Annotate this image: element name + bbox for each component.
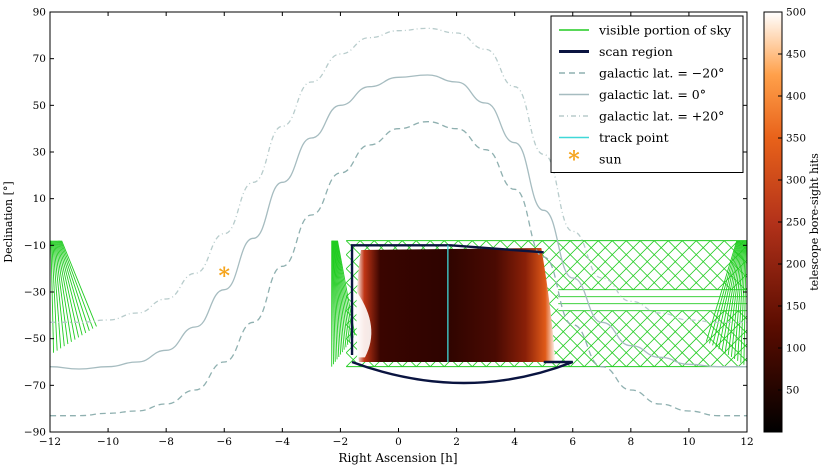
series-line-1 [50,74,747,370]
x-tick-label: −8 [158,436,173,448]
y-tick-label: −50 [24,333,46,345]
colorbar-tick-label: 250 [786,217,806,229]
y-tick-label: −90 [24,427,46,439]
x-tick-label: 12 [740,436,753,448]
series-line-0 [50,121,747,417]
heatmap-left-notch [356,292,372,358]
x-tick-label: −12 [39,436,61,448]
x-tick-label: −2 [333,436,348,448]
x-tick-label: 4 [511,436,518,448]
series-line-2 [50,27,747,323]
visible-sky-scan-edge-fringe [331,240,356,367]
legend-label: galactic lat. = −20° [599,66,724,81]
y-tick-label: 70 [33,53,46,65]
colorbar-tick-label: 100 [786,343,806,355]
legend-swatch-sun: * [568,147,580,173]
visible-sky-right-fringe [705,240,747,367]
x-tick-label: −10 [97,436,119,448]
x-axis-label: Right Ascension [h] [338,451,457,465]
x-tick-label: 10 [682,436,695,448]
colorbar-tick-label: 450 [786,49,806,61]
x-tick-label: 6 [569,436,576,448]
colorbar-tick-label: 350 [786,133,806,145]
colorbar-tick-label: 200 [786,259,806,271]
series-line-3 [350,244,574,385]
legend-label: visible portion of sky [598,23,732,38]
colorbar-tick-label: 150 [786,301,806,313]
heatmap-hits [356,248,556,362]
colorbar-tick-label: 400 [786,91,806,103]
legend-label: sun [599,152,622,167]
y-axis-label: Declination [°] [2,181,15,262]
legend-label: galactic lat. = +20° [599,109,724,124]
y-tick-label: −70 [24,380,46,392]
y-tick-label: 90 [33,7,46,19]
legend-label: galactic lat. = 0° [599,87,706,102]
colorbar-tick-label: 300 [786,175,806,187]
legend-label: scan region [599,44,673,59]
y-tick-label: −10 [24,240,46,252]
colorbar-tick-label: 500 [786,7,806,19]
y-tick-label: 10 [33,193,46,205]
sun-marker: * [218,264,230,290]
x-tick-label: −6 [217,436,233,448]
x-tick-label: 2 [453,436,460,448]
colorbar-tick-label: 50 [786,385,799,397]
y-tick-label: −30 [24,287,46,299]
x-tick-label: 0 [395,436,402,448]
visible-sky-left-fringe [50,240,97,355]
y-tick-label: 30 [33,147,46,159]
legend-label: track point [599,130,669,145]
y-tick-label: 50 [33,100,46,112]
visible-sky-gap [558,289,747,311]
x-tick-label: 8 [627,436,634,448]
x-tick-label: −4 [275,436,291,448]
colorbar-label: telescope bore-sight hits [808,153,821,291]
